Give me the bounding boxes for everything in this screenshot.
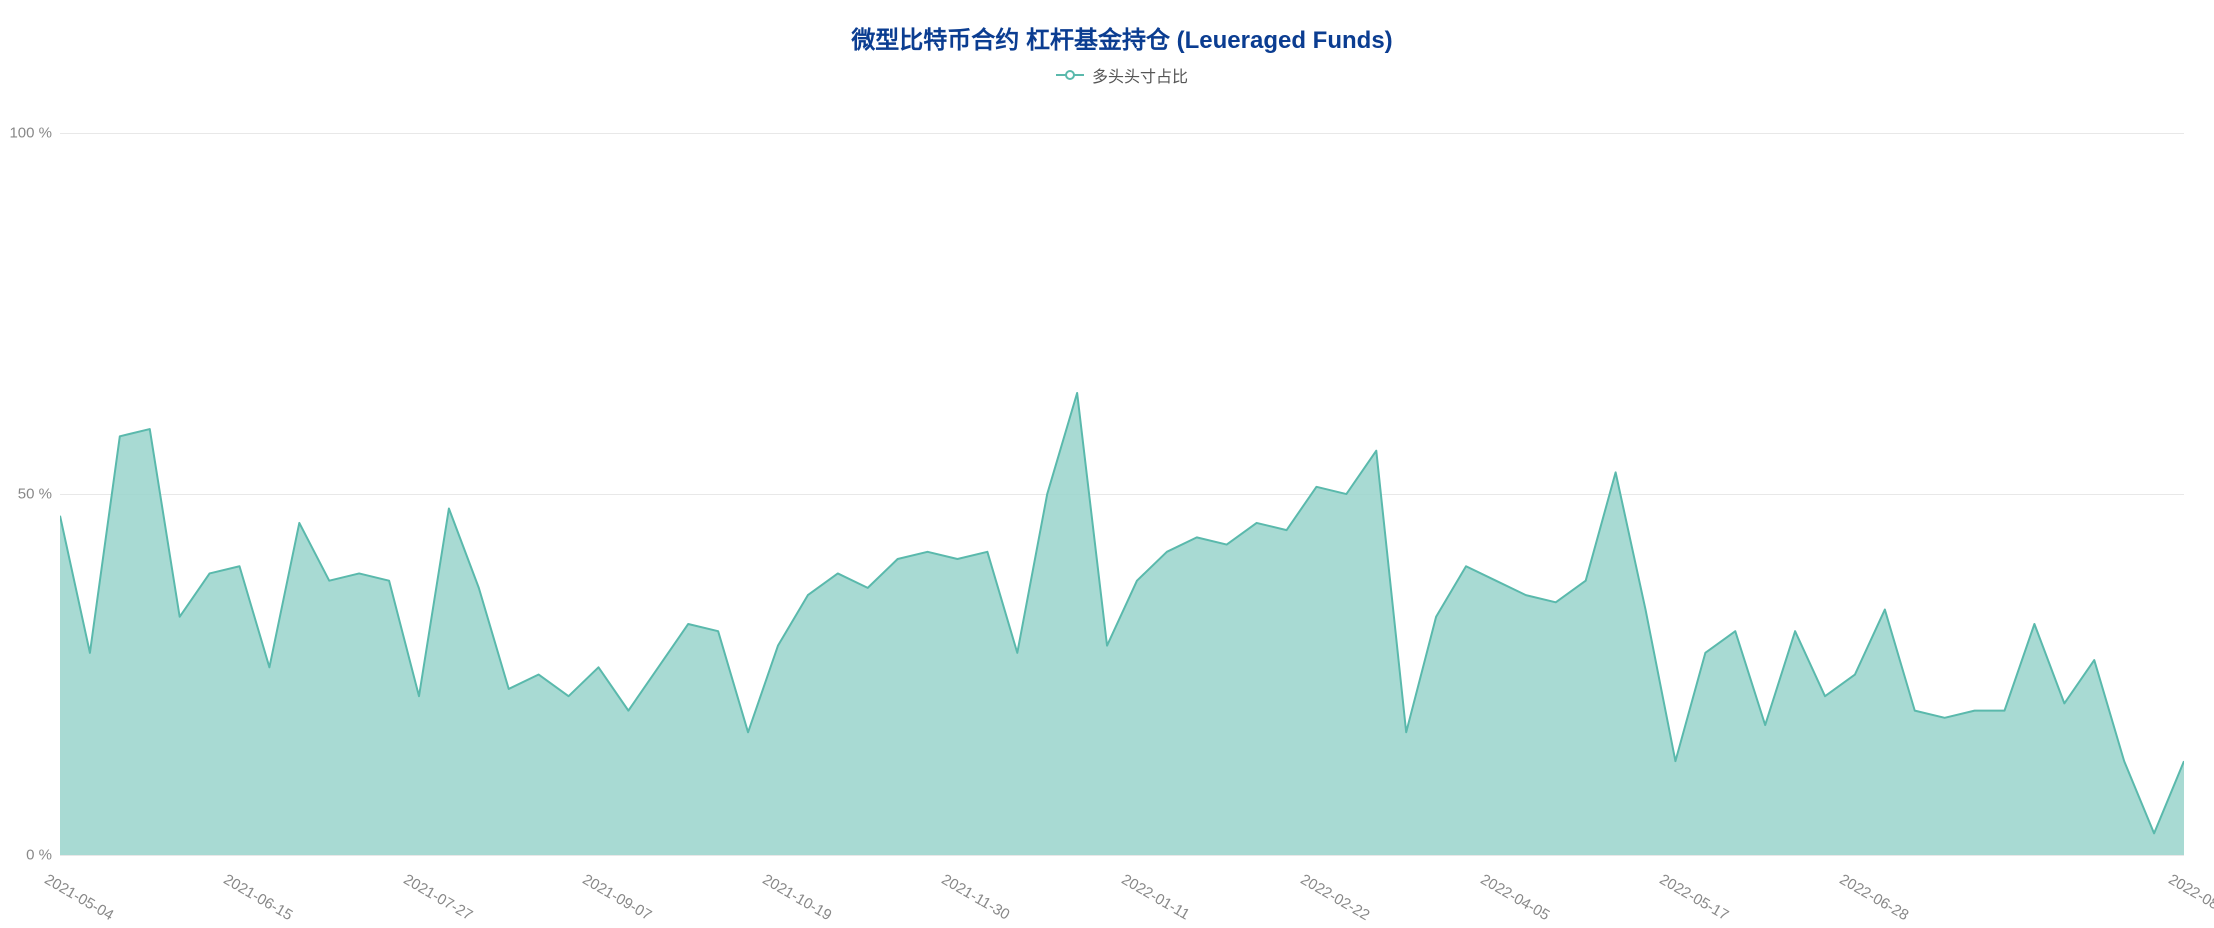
x-tick-label: 2021-09-07 <box>580 871 655 924</box>
x-tick-label: 2021-11-30 <box>939 871 1013 924</box>
plot-inner <box>60 97 2184 855</box>
y-tick-label: 50 % <box>18 486 52 503</box>
legend-label: 多头头寸占比 <box>1092 63 1188 87</box>
gridline <box>60 855 2184 856</box>
y-tick-label: 0 % <box>26 847 52 864</box>
y-axis: 0 %50 %100 % <box>10 97 60 855</box>
x-tick-label: 2021-05-04 <box>42 871 117 924</box>
x-tick-label: 2022-04-05 <box>1477 871 1552 924</box>
legend-marker-icon <box>1056 68 1084 82</box>
legend-circle-icon <box>1065 70 1075 80</box>
chart-legend[interactable]: 多头头寸占比 <box>60 63 2184 87</box>
chart-title: 微型比特币合约 杠杆基金持仓 (Leueraged Funds) <box>60 20 2184 55</box>
x-tick-label: 2022-02-22 <box>1298 871 1373 924</box>
x-tick-label: 2021-07-27 <box>400 871 475 924</box>
x-tick-label: 2022-01-11 <box>1118 871 1192 924</box>
x-tick-label: 2021-10-19 <box>759 871 834 924</box>
chart-container: 微型比特币合约 杠杆基金持仓 (Leueraged Funds) 多头头寸占比 … <box>0 0 2214 928</box>
x-tick-label: 2022-05-17 <box>1657 871 1732 924</box>
plot-area: 0 %50 %100 % 2021-05-042021-06-152021-07… <box>60 97 2184 855</box>
x-tick-label: 2022-08-09 <box>2166 871 2214 924</box>
y-tick-label: 100 % <box>9 125 52 142</box>
x-tick-label: 2021-06-15 <box>221 871 296 924</box>
x-tick-label: 2022-06-28 <box>1836 871 1911 924</box>
area-chart-svg <box>60 97 2184 855</box>
